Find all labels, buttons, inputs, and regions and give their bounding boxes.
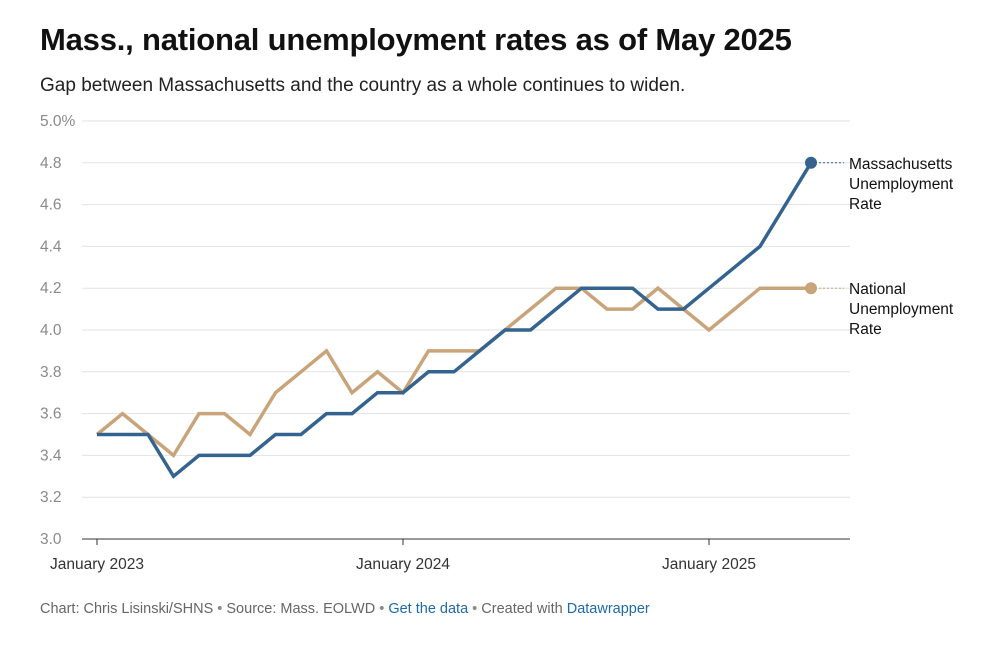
footer-credit: Chart: Chris Lisinski/SHNS xyxy=(40,601,214,617)
national-end-point xyxy=(805,282,817,295)
national-line xyxy=(95,285,811,459)
footer-created-with: Created with xyxy=(481,601,563,617)
y-tick-label: 4.0 xyxy=(40,322,62,339)
get-the-data-link[interactable]: Get the data xyxy=(388,601,469,617)
y-tick-label: 3.4 xyxy=(40,447,62,464)
chart-footer: Chart: Chris Lisinski/SHNS • Source: Mas… xyxy=(40,601,650,617)
chart-title: Mass., national unemployment rates as of… xyxy=(40,22,792,57)
footer-separator: • xyxy=(472,601,478,617)
footer-separator: • xyxy=(379,601,385,617)
y-tick-label: 3.2 xyxy=(40,489,62,506)
x-tick-label: January 2025 xyxy=(662,556,756,573)
line-chart: 3.0 3.2 3.4 3.6 3.8 4.0 4.2 4.4 4.6 4.8 5.0% Januar… xyxy=(40,113,954,573)
chart-subtitle: Gap between Massachusetts and the countr… xyxy=(40,75,686,96)
footer-source: Source: Mass. EOLWD xyxy=(226,601,376,617)
y-tick-label: 4.2 xyxy=(40,280,62,297)
y-tick-label: 3.0 xyxy=(40,531,62,548)
x-tick-label: January 2023 xyxy=(50,556,144,573)
y-tick-label: 4.8 xyxy=(40,155,62,172)
datawrapper-link[interactable]: Datawrapper xyxy=(566,601,650,617)
footer-separator: • xyxy=(217,601,223,617)
massachusetts-end-point xyxy=(805,156,817,169)
y-tick-label: 5.0% xyxy=(40,113,76,130)
y-tick-label: 4.4 xyxy=(40,238,62,255)
y-tick-label: 3.8 xyxy=(40,364,62,381)
massachusetts-series-label: Massachusetts Unemployment Rate xyxy=(849,156,954,213)
y-tick-label: 3.6 xyxy=(40,406,62,423)
x-tick-label: January 2024 xyxy=(356,556,450,573)
massachusetts-line xyxy=(97,161,813,479)
national-series-label: National Unemployment Rate xyxy=(849,281,954,338)
y-tick-label: 4.6 xyxy=(40,197,62,214)
